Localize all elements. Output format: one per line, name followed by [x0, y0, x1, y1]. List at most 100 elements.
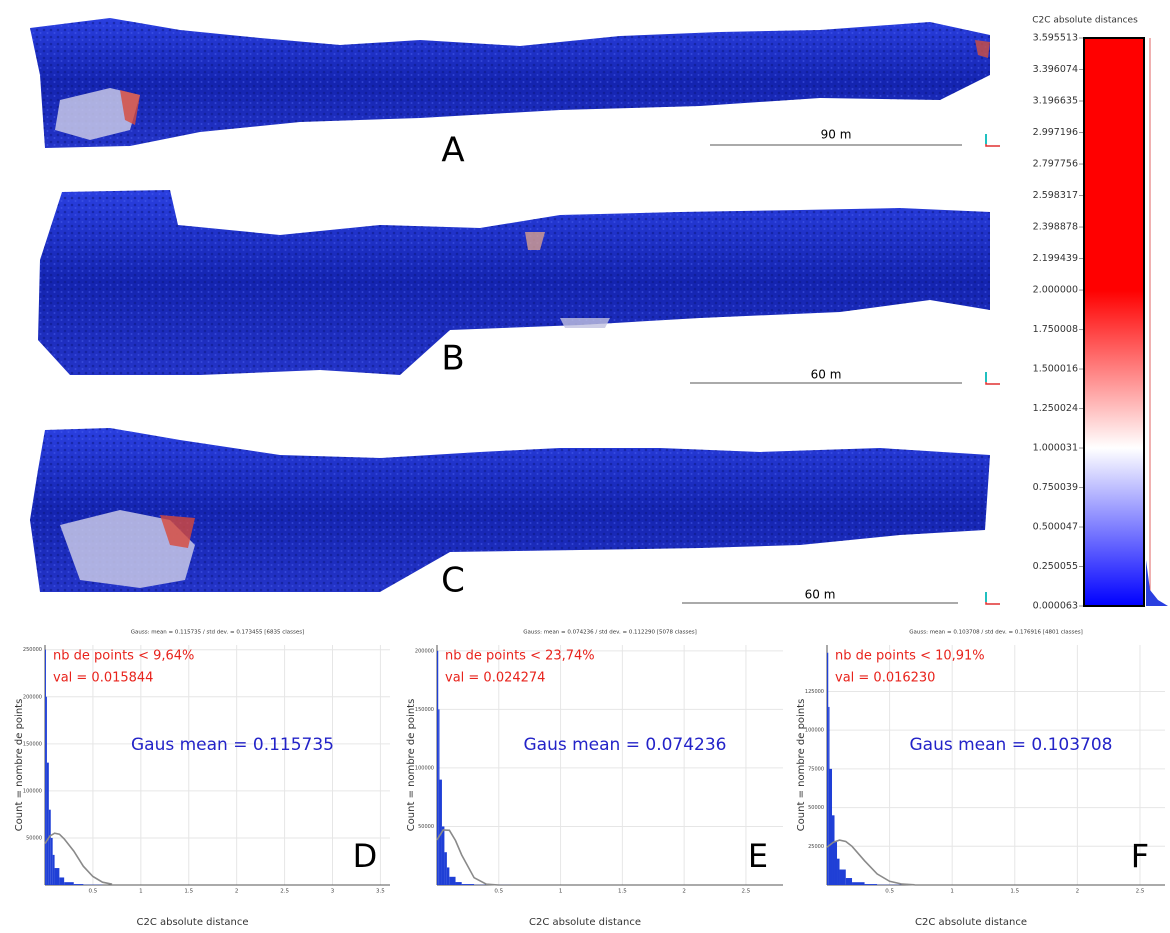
bar: [54, 868, 60, 885]
colorbar-title: C2C absolute distances: [1032, 16, 1138, 26]
bar: [845, 878, 853, 885]
colorbar-tick-label: 0.000063: [1033, 601, 1078, 612]
scale-bar-label: 60 m: [805, 588, 836, 602]
axis-icon: [985, 372, 1000, 385]
y-axis-label: Count = nombre de points: [406, 699, 417, 832]
y-tick-label: 200000: [415, 648, 434, 654]
annotation: Gaus mean = 0.103708: [909, 735, 1112, 755]
x-tick-label: 1.5: [184, 889, 193, 895]
bar: [50, 837, 53, 885]
x-axis-label: C2C absolute distance: [136, 917, 248, 928]
colorbar-tick-label: 1.500016: [1033, 364, 1078, 375]
x-tick-label: 0.5: [885, 889, 894, 895]
bar: [832, 815, 835, 885]
bar: [45, 649, 46, 885]
bar: [64, 882, 74, 885]
y-tick-label: 100000: [415, 765, 434, 771]
y-tick-label: 50000: [418, 824, 434, 830]
chart-title: Gauss: mean = 0.074236 / std dev. = 0.11…: [523, 630, 697, 636]
y-tick-label: 100000: [805, 728, 824, 734]
colorbar-tick-label: 0.500047: [1033, 522, 1078, 533]
colorbar-tick-label: 2.398878: [1033, 222, 1078, 233]
colorbar-tick-label: 2.598317: [1033, 190, 1078, 201]
bar: [827, 652, 829, 885]
colorbar-tick-label: 3.196635: [1033, 96, 1078, 107]
x-tick-label: 1: [950, 889, 954, 895]
x-tick-label: 3.5: [376, 889, 385, 895]
x-axis-label: C2C absolute distance: [529, 917, 641, 928]
y-tick-label: 150000: [23, 741, 42, 747]
bar: [48, 809, 51, 885]
x-tick-label: 2.5: [1136, 889, 1145, 895]
panel-label: C: [441, 561, 465, 601]
bar: [839, 869, 846, 885]
colorbar-histogram: [1146, 560, 1168, 606]
bar: [438, 709, 440, 885]
panel-label: A: [441, 131, 464, 171]
colorbar: [1083, 37, 1145, 607]
bar: [439, 779, 442, 885]
x-tick-label: 2: [682, 889, 686, 895]
gauss-curve: [436, 829, 499, 886]
bar: [837, 858, 840, 885]
bar: [834, 841, 838, 885]
colorbar-tick-label: 1.750008: [1033, 324, 1078, 335]
x-tick-label: 2.5: [742, 889, 751, 895]
y-tick-label: 150000: [415, 707, 434, 713]
colorbar-tick-label: 2.000000: [1033, 285, 1078, 296]
x-tick-label: 3: [331, 889, 335, 895]
panel-label: E: [748, 837, 768, 875]
colorbar-tick-label: 1.000031: [1033, 443, 1078, 454]
colorbar-tick-label: 0.750039: [1033, 482, 1078, 493]
bar: [446, 867, 450, 885]
scale-bar-label: 90 m: [821, 128, 852, 142]
bar: [437, 650, 439, 885]
y-tick-label: 25000: [808, 844, 824, 850]
bar: [828, 706, 830, 885]
x-tick-label: 0.5: [89, 889, 98, 895]
y-axis-label: Count = nombre de points: [14, 699, 25, 832]
bar: [73, 884, 84, 885]
x-tick-label: 1.5: [1010, 889, 1019, 895]
panel-label: D: [353, 837, 378, 875]
x-tick-label: 2.5: [280, 889, 289, 895]
annotation: val = 0.015844: [53, 671, 153, 686]
colorbar-tick-label: 2.997196: [1033, 127, 1078, 138]
colorbar-tick-label: 3.595513: [1033, 33, 1078, 44]
x-tick-label: 1: [139, 889, 143, 895]
y-tick-label: 50000: [808, 805, 824, 811]
bar: [864, 884, 878, 885]
chart-title: Gauss: mean = 0.115735 / std dev. = 0.17…: [131, 630, 305, 636]
panel-label: B: [441, 339, 464, 379]
annotation: Gaus mean = 0.115735: [131, 735, 334, 755]
gauss-curve: [826, 839, 915, 886]
y-tick-label: 125000: [805, 689, 824, 695]
annotation: val = 0.024274: [445, 671, 545, 686]
colorbar-tick-label: 3.396074: [1033, 64, 1078, 75]
y-axis-label: Count = nombre de points: [796, 699, 807, 832]
axis-icon: [985, 592, 1000, 605]
axis-icon: [985, 134, 1000, 147]
bar: [45, 696, 47, 885]
annotation: Gaus mean = 0.074236: [523, 735, 726, 755]
annotation: nb de points < 9,64%: [53, 649, 194, 664]
x-tick-label: 1: [559, 889, 563, 895]
x-axis-label: C2C absolute distance: [915, 917, 1027, 928]
bar: [46, 762, 49, 885]
annotation: nb de points < 23,74%: [445, 649, 595, 664]
x-tick-label: 1.5: [618, 889, 627, 895]
colorbar-tick-label: 0.250055: [1033, 561, 1078, 572]
bar: [52, 854, 55, 885]
y-tick-label: 250000: [23, 647, 42, 653]
y-tick-label: 50000: [26, 835, 42, 841]
chart-title: Gauss: mean = 0.103708 / std dev. = 0.17…: [909, 630, 1083, 636]
panel-label: F: [1131, 837, 1149, 875]
scale-bar-label: 60 m: [811, 368, 842, 382]
x-tick-label: 2: [235, 889, 239, 895]
bar: [59, 877, 65, 885]
x-tick-label: 0.5: [494, 889, 503, 895]
y-tick-label: 200000: [23, 694, 42, 700]
point-cloud-a: [30, 18, 990, 148]
